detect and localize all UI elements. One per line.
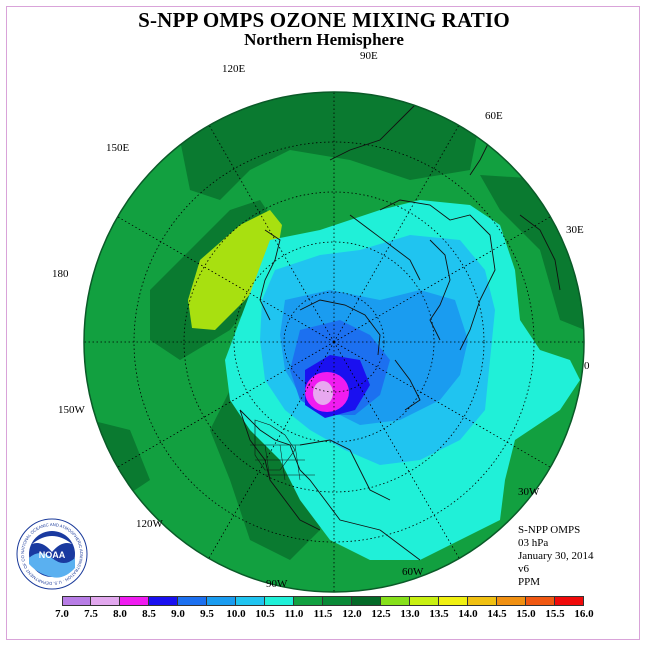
lon-label-90w: 90W <box>266 578 288 590</box>
lon-label-30e: 30E <box>566 224 584 236</box>
colorbar-tick-label: 16.0 <box>574 608 594 620</box>
colorbar-cell <box>410 596 439 606</box>
colorbar-tick-label: 9.0 <box>171 608 185 620</box>
colorbar-tick-label: 8.0 <box>113 608 127 620</box>
info-block: S-NPP OMPS 03 hPa January 30, 2014 v6 PP… <box>518 524 593 589</box>
colorbar-cell <box>439 596 468 606</box>
info-date: January 30, 2014 <box>518 550 594 562</box>
region-cyan2 <box>215 92 275 100</box>
colorbar-tick-label: 9.5 <box>200 608 214 620</box>
info-level: 03 hPa <box>518 537 549 549</box>
colorbar-cell <box>149 596 178 606</box>
info-instrument: S-NPP OMPS <box>518 524 581 536</box>
colorbar-tick-label: 7.0 <box>55 608 69 620</box>
lon-label-180: 180 <box>52 268 69 280</box>
colorbar-cell <box>120 596 149 606</box>
colorbar-tick-label: 11.0 <box>284 608 304 620</box>
colorbar-cell <box>236 596 265 606</box>
colorbar-cell <box>352 596 381 606</box>
colorbar-tick-label: 7.5 <box>84 608 98 620</box>
colorbar-cell <box>323 596 352 606</box>
lon-label-90e: 90E <box>360 50 378 62</box>
colorbar-tick-label: 15.5 <box>545 608 565 620</box>
colorbar-tick-label: 13.0 <box>400 608 420 620</box>
lon-label-60w: 60W <box>402 566 424 578</box>
colorbar-cell <box>91 596 120 606</box>
colorbar-cell <box>468 596 497 606</box>
figure-frame <box>6 6 640 640</box>
colorbar-cell <box>526 596 555 606</box>
colorbar-tick-label: 12.5 <box>371 608 391 620</box>
colorbar-cell <box>381 596 410 606</box>
colorbar-tick-label: 14.0 <box>458 608 478 620</box>
ozone-field <box>84 92 584 592</box>
region-pink <box>313 381 333 405</box>
colorbar-tick-label: 10.0 <box>226 608 246 620</box>
info-version: v6 <box>518 563 529 575</box>
meridians <box>84 92 584 592</box>
figure-subtitle: Northern Hemisphere <box>244 30 404 49</box>
info-units: PPM <box>518 576 541 588</box>
colorbar-cell <box>62 596 91 606</box>
state-borders <box>250 444 315 481</box>
colorbar-cell <box>294 596 323 606</box>
colorbar-tick-label: 15.0 <box>516 608 536 620</box>
lon-label-120e: 120E <box>222 63 246 75</box>
lon-label-0: 0 <box>584 360 590 372</box>
figure-title: S-NPP OMPS OZONE MIXING RATIO <box>138 8 510 32</box>
noaa-logo: NOAA NATIONAL OCEANIC AND ATMOSPHERIC AD… <box>16 518 88 590</box>
colorbar-cell <box>265 596 294 606</box>
colorbar-tick-label: 11.5 <box>313 608 333 620</box>
colorbar-tick-label: 14.5 <box>487 608 507 620</box>
colorbar-cell <box>497 596 526 606</box>
colorbar-tick-label: 12.0 <box>342 608 362 620</box>
region-yg <box>188 210 282 330</box>
colorbar-cell <box>207 596 236 606</box>
lon-label-30w: 30W <box>518 486 540 498</box>
colorbar-tick-label: 13.5 <box>429 608 449 620</box>
lon-label-60e: 60E <box>485 110 503 122</box>
colorbar-tick-label: 10.5 <box>255 608 275 620</box>
colorbar-cell <box>178 596 207 606</box>
coastlines <box>239 99 561 561</box>
lon-label-150w: 150W <box>58 404 85 416</box>
colorbar-tick-label: 8.5 <box>142 608 156 620</box>
lon-label-120w: 120W <box>136 518 163 530</box>
logo-text: NOAA <box>39 550 66 560</box>
globe-outline <box>83 91 585 593</box>
lon-label-150e: 150E <box>106 142 130 154</box>
